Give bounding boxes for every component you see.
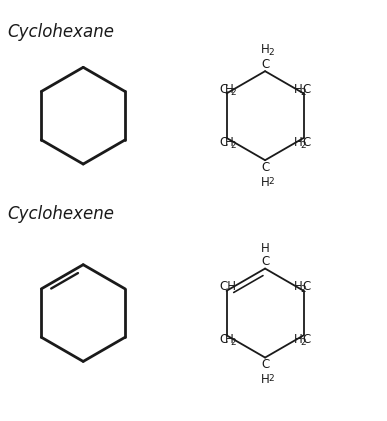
Text: H: H bbox=[261, 373, 269, 386]
Text: H: H bbox=[294, 136, 303, 149]
Text: 2: 2 bbox=[268, 48, 274, 57]
Text: H: H bbox=[225, 83, 233, 96]
Text: 2: 2 bbox=[268, 374, 274, 384]
Text: CH: CH bbox=[219, 280, 236, 293]
Text: 2: 2 bbox=[230, 338, 236, 347]
Text: Cyclohexane: Cyclohexane bbox=[8, 23, 115, 41]
Text: 2: 2 bbox=[301, 88, 306, 97]
Text: C: C bbox=[302, 83, 311, 96]
Text: H: H bbox=[261, 43, 269, 56]
Text: C: C bbox=[219, 136, 228, 149]
Text: Cyclohexene: Cyclohexene bbox=[8, 205, 115, 223]
Text: C: C bbox=[302, 333, 311, 346]
Text: H: H bbox=[294, 280, 303, 293]
Text: 2: 2 bbox=[301, 141, 306, 149]
Text: C: C bbox=[219, 333, 228, 346]
Text: H: H bbox=[261, 242, 269, 255]
Text: H: H bbox=[225, 136, 233, 149]
Text: C: C bbox=[261, 58, 269, 71]
Text: H: H bbox=[225, 333, 233, 346]
Text: 2: 2 bbox=[268, 177, 274, 186]
Text: C: C bbox=[261, 255, 269, 268]
Text: C: C bbox=[261, 160, 269, 173]
Text: 2: 2 bbox=[230, 141, 236, 149]
Text: C: C bbox=[219, 83, 228, 96]
Text: C: C bbox=[302, 280, 311, 293]
Text: H: H bbox=[294, 333, 303, 346]
Text: 2: 2 bbox=[230, 88, 236, 97]
Text: C: C bbox=[302, 136, 311, 149]
Text: 2: 2 bbox=[301, 285, 306, 294]
Text: H: H bbox=[294, 83, 303, 96]
Text: 2: 2 bbox=[301, 338, 306, 347]
Text: H: H bbox=[261, 176, 269, 189]
Text: C: C bbox=[261, 358, 269, 371]
